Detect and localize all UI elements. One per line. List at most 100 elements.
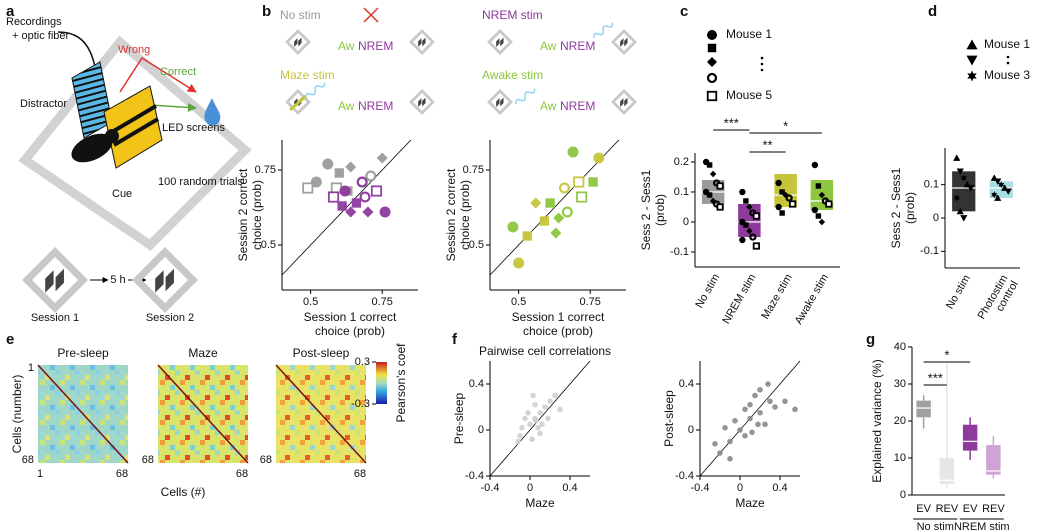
- data-point: [362, 206, 374, 218]
- data-point: [742, 432, 748, 439]
- data-point: [356, 176, 368, 188]
- data-point: [553, 212, 565, 224]
- y-tick-label: 0.2: [674, 156, 689, 168]
- x-tick-label: No stim: [944, 273, 973, 311]
- condition-title: NREM stim: [482, 8, 543, 22]
- x-tick-label: 1: [37, 468, 43, 480]
- stage-label: NREM: [358, 39, 393, 53]
- data-point: [956, 168, 964, 175]
- x-tick-label: Photostimcontrol: [976, 273, 1021, 327]
- significance-label: ***: [724, 115, 739, 130]
- y-tick-label: 68: [22, 454, 34, 466]
- stim-wave: [515, 88, 536, 105]
- panel-e: [37, 362, 387, 464]
- label: Session 1: [31, 312, 79, 324]
- data-point: [519, 424, 525, 431]
- colorbar-label: Pearson's coef: [394, 343, 408, 423]
- data-point: [966, 39, 978, 50]
- data-point: [757, 386, 763, 393]
- data-point: [533, 418, 539, 424]
- y-tick-label: 0.4: [679, 378, 694, 390]
- data-point: [967, 70, 977, 82]
- data-point: [994, 194, 1002, 201]
- data-point: [379, 206, 391, 218]
- stim-wave: [305, 82, 326, 99]
- legend-ellipsis: [760, 68, 764, 72]
- screen-icon: [496, 98, 500, 107]
- data-point: [818, 191, 826, 199]
- x-tick-label: 0.5: [303, 296, 318, 308]
- x-tick-label: 0.5: [511, 296, 526, 308]
- box: [986, 445, 1001, 475]
- stim-bar: [289, 94, 307, 112]
- heatmap-title: Post-sleep: [293, 346, 350, 360]
- label: Wrong: [118, 44, 150, 56]
- x-tick-label: 0.4: [772, 482, 787, 494]
- water-drop: [204, 98, 221, 126]
- data-point: [775, 179, 782, 187]
- data-point: [561, 206, 573, 218]
- data-point: [334, 168, 344, 178]
- x-tick-label: 0.75: [579, 296, 600, 308]
- data-point: [966, 55, 978, 66]
- legend-ellipsis: [760, 62, 764, 66]
- x-tick-label: 0.4: [562, 482, 577, 494]
- data-point: [953, 194, 960, 202]
- data-point: [712, 441, 718, 447]
- x-tick-label-line: Maze stim: [759, 272, 794, 321]
- track-icon: [611, 89, 637, 115]
- x-axis-label: Cells (#): [161, 485, 206, 499]
- y-tick-label: -0.1: [670, 246, 689, 258]
- no-stim-cross: [363, 7, 379, 23]
- y-tick-label: -0.1: [920, 245, 939, 257]
- y-tick-label: 68: [142, 454, 154, 466]
- x-tick-label: EV: [916, 503, 931, 515]
- data-point: [707, 57, 717, 67]
- x-axis-label: choice (prob): [315, 324, 385, 338]
- y-tick-label: 0: [933, 212, 939, 224]
- data-point: [576, 191, 588, 203]
- data-point: [960, 174, 967, 182]
- data-point: [967, 185, 975, 192]
- data-point: [772, 404, 778, 410]
- data-point: [706, 162, 713, 168]
- x-tick-label: 68: [236, 468, 248, 480]
- track-icon: [409, 29, 435, 55]
- screen-icon: [624, 37, 628, 47]
- data-point: [513, 257, 525, 269]
- data-point: [775, 203, 782, 211]
- screen-icon: [500, 97, 504, 107]
- data-point: [792, 406, 798, 413]
- x-axis-label: Maze: [525, 496, 555, 510]
- data-point: [782, 398, 788, 405]
- data-point: [507, 221, 519, 233]
- data-point: [545, 198, 555, 208]
- y-tick-label: -0.4: [465, 470, 484, 482]
- data-point: [302, 182, 314, 194]
- screen-icon: [55, 268, 64, 292]
- box: [952, 171, 976, 212]
- y-tick-label: 0.5: [469, 239, 484, 251]
- data-point: [815, 213, 822, 219]
- data-point: [588, 177, 598, 187]
- x-tick-label: REV: [936, 503, 959, 515]
- y-axis-label: Sess 2 - Sess1: [889, 167, 903, 248]
- data-point: [522, 231, 532, 241]
- data-point: [746, 203, 753, 211]
- x-axis-label: Session 1 correct: [304, 310, 397, 324]
- data-point: [749, 233, 757, 241]
- data-point: [818, 218, 826, 226]
- panel-letter: f: [452, 331, 458, 348]
- data-point: [345, 206, 357, 218]
- data-point: [739, 236, 746, 244]
- data-point: [727, 438, 733, 445]
- y-axis-label: Pre-sleep: [452, 392, 466, 444]
- x-axis-label: Session 1 correct: [512, 310, 605, 324]
- data-point: [815, 183, 822, 189]
- data-point: [557, 406, 563, 413]
- y-tick-label: 0: [478, 424, 484, 436]
- data-point: [956, 207, 964, 215]
- data-point: [755, 421, 761, 428]
- cue-screen: [103, 85, 163, 169]
- panel-title: Pairwise cell correlations: [479, 344, 611, 358]
